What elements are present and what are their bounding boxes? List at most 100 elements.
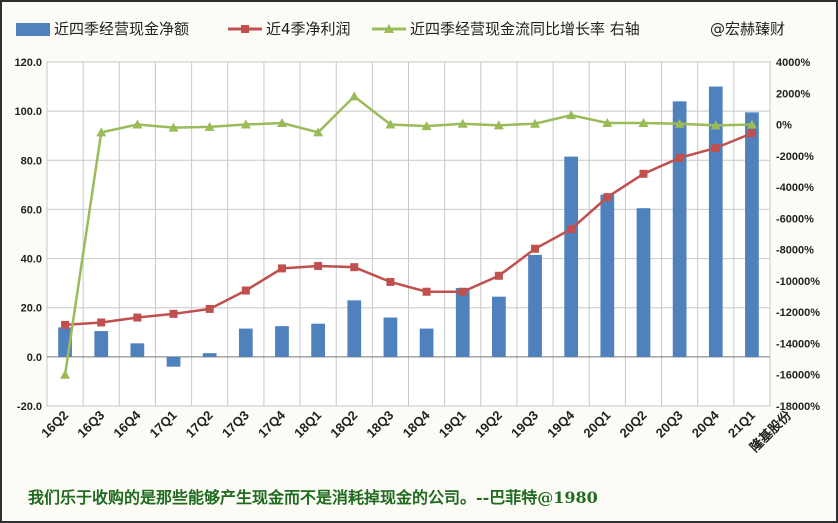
x-tick-label: 18Q4 bbox=[400, 407, 434, 441]
bar bbox=[600, 194, 615, 357]
legend: 近四季经营现金净额 近4季净利润 近四季经营现金流同比增长率 右轴 @宏赫臻财 bbox=[16, 20, 785, 38]
right-tick-label: 0% bbox=[776, 120, 792, 132]
legend-label: 近4季净利润 bbox=[266, 20, 351, 38]
x-tick-label: 19Q2 bbox=[472, 408, 505, 441]
bar bbox=[745, 112, 759, 357]
x-tick-label: 17Q4 bbox=[255, 407, 289, 441]
bar bbox=[275, 326, 289, 357]
net-profit-marker bbox=[531, 244, 540, 253]
cashflow-growth-marker bbox=[602, 117, 613, 127]
cashflow-growth-marker bbox=[421, 121, 432, 131]
right-tick-label: -16000% bbox=[776, 370, 820, 382]
right-tick-label: -12000% bbox=[776, 307, 820, 319]
net-profit-marker bbox=[747, 129, 756, 138]
legend-swatch-marker bbox=[241, 25, 249, 33]
bar bbox=[636, 208, 651, 357]
bar bbox=[238, 328, 253, 357]
line-series bbox=[60, 91, 757, 379]
net-profit-marker bbox=[639, 169, 648, 178]
x-tick-label: 16Q2 bbox=[38, 408, 71, 441]
cashflow-growth-marker bbox=[60, 369, 71, 379]
net-profit-marker bbox=[61, 320, 70, 329]
right-tick-label: 2000% bbox=[776, 88, 810, 100]
left-tick-label: 0.0 bbox=[27, 352, 42, 364]
right-tick-label: 4000% bbox=[776, 57, 810, 69]
net-profit-marker bbox=[350, 263, 359, 272]
x-tick-label: 16Q4 bbox=[110, 407, 144, 441]
right-tick-label: -4000% bbox=[776, 182, 814, 194]
x-tick-label: 19Q4 bbox=[544, 407, 578, 441]
cashflow-growth-marker bbox=[168, 122, 179, 132]
cashflow-growth-marker bbox=[276, 117, 287, 127]
bar bbox=[311, 323, 325, 357]
cashflow-growth-line bbox=[63, 94, 752, 375]
cashflow-growth-marker bbox=[457, 118, 468, 128]
x-tick-label: 20Q2 bbox=[616, 408, 649, 441]
x-tick-label: 16Q3 bbox=[74, 408, 107, 441]
net-profit-marker bbox=[169, 309, 178, 318]
net-profit-marker bbox=[386, 277, 395, 286]
bar-series bbox=[58, 86, 759, 367]
cashflow-growth-marker bbox=[638, 117, 649, 127]
watermark: @宏赫臻财 bbox=[710, 20, 785, 38]
net-profit-marker bbox=[205, 304, 214, 313]
net-profit-marker bbox=[422, 287, 431, 296]
bar bbox=[455, 288, 470, 357]
net-profit-marker bbox=[277, 264, 286, 273]
net-profit-marker bbox=[603, 193, 612, 202]
net-profit-marker bbox=[97, 318, 106, 327]
bar bbox=[672, 101, 687, 357]
right-axis: -18000% -16000% -14000% -12000% -10000% -8000… bbox=[776, 57, 820, 413]
chart-grid bbox=[46, 61, 771, 407]
left-axis: -20.0 0.0 20.0 40.0 60.0 80.0 100.0 120.0 bbox=[14, 57, 42, 413]
x-tick-label: 21Q1 bbox=[725, 408, 758, 441]
net-profit-marker bbox=[133, 313, 142, 322]
right-tick-label: -2000% bbox=[776, 151, 814, 163]
right-tick-label: -6000% bbox=[776, 213, 814, 225]
cashflow-growth-marker bbox=[710, 120, 721, 130]
x-tick-label: 17Q1 bbox=[147, 408, 180, 441]
left-tick-label: 100.0 bbox=[14, 106, 42, 118]
bar bbox=[166, 356, 181, 367]
left-tick-label: 120.0 bbox=[14, 57, 42, 69]
x-tick-label: 20Q3 bbox=[653, 408, 686, 441]
x-tick-label: 19Q3 bbox=[508, 408, 541, 441]
x-tick-label: 17Q3 bbox=[219, 408, 252, 441]
x-tick-label: 20Q1 bbox=[580, 408, 613, 441]
right-tick-label: -18000% bbox=[776, 401, 820, 413]
bar bbox=[347, 300, 362, 357]
net-profit-marker bbox=[567, 225, 576, 234]
source-label: 隆基股份 bbox=[747, 407, 796, 456]
bar bbox=[202, 353, 217, 357]
bar bbox=[383, 317, 398, 357]
buffett-quote: 我们乐于收购的是那些能够产生现金而不是消耗掉现金的公司。--巴菲特@1980 bbox=[28, 488, 598, 507]
cashflow-growth-marker bbox=[674, 118, 685, 128]
bar bbox=[94, 331, 109, 357]
net-profit-marker bbox=[314, 261, 323, 270]
cashflow-growth-marker bbox=[96, 127, 107, 137]
net-profit-marker bbox=[494, 271, 503, 280]
legend-swatch-bar bbox=[16, 23, 50, 36]
left-tick-label: -20.0 bbox=[17, 401, 42, 413]
cashflow-growth-marker bbox=[493, 120, 504, 130]
net-profit-marker bbox=[241, 286, 250, 295]
cashflow-growth-marker bbox=[385, 119, 396, 129]
net-profit-marker bbox=[711, 144, 720, 152]
cashflow-growth-marker bbox=[530, 118, 541, 128]
cashflow-growth-marker bbox=[240, 119, 251, 129]
x-tick-label: 18Q1 bbox=[291, 408, 324, 441]
x-tick-label: 19Q1 bbox=[436, 408, 469, 441]
legend-label: 近四季经营现金净额 bbox=[54, 20, 189, 38]
cashflow-growth-marker bbox=[746, 119, 757, 129]
bar bbox=[564, 156, 579, 357]
left-tick-label: 60.0 bbox=[21, 204, 42, 216]
left-tick-label: 80.0 bbox=[21, 155, 42, 167]
left-tick-label: 40.0 bbox=[21, 254, 42, 266]
bar bbox=[419, 328, 434, 357]
bar bbox=[130, 343, 145, 357]
legend-label: 近四季经营现金流同比增长率 右轴 bbox=[410, 20, 640, 38]
right-tick-label: -10000% bbox=[776, 276, 820, 288]
right-tick-label: -8000% bbox=[776, 245, 814, 257]
x-tick-label: 17Q2 bbox=[183, 408, 216, 441]
